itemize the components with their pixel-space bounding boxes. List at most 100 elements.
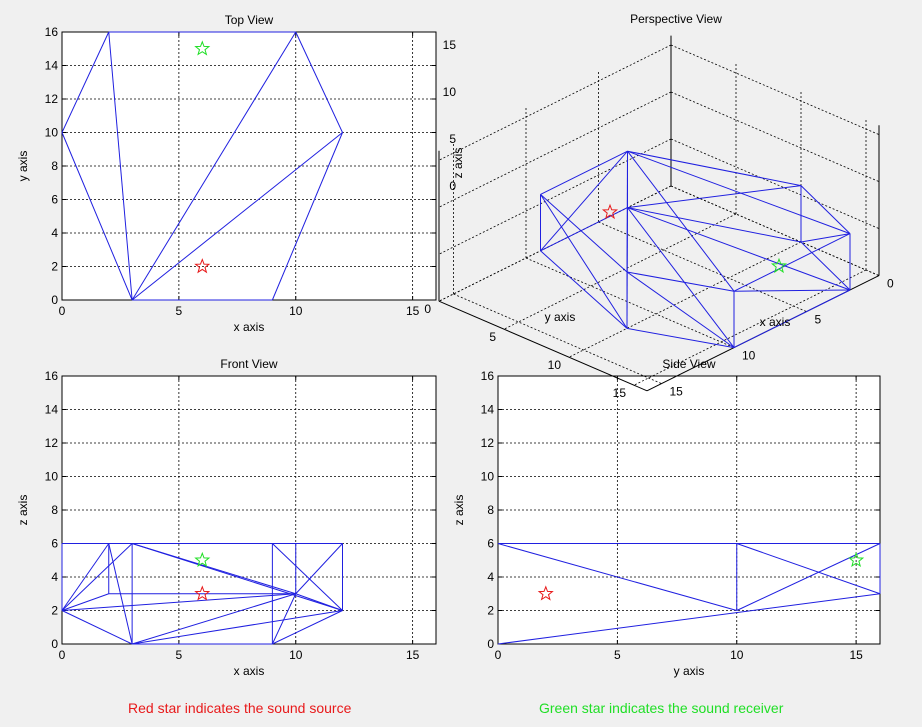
perspective-room-edge: [627, 150, 802, 187]
side-view-tick-label-y: 12: [481, 436, 495, 450]
top-view-tick-label-y: 0: [51, 293, 58, 307]
side-view-tick-label-y: 8: [487, 503, 494, 517]
front-view-tick-label-y: 0: [51, 637, 58, 651]
perspective-axis-edge: [438, 300, 648, 392]
front-view-tick-label-x: 0: [59, 648, 66, 662]
source-caption: Red star indicates the sound source: [128, 700, 352, 716]
front-view-room-edge: [271, 593, 297, 645]
front-view-tick-label-x: 10: [289, 648, 303, 662]
side-view-room-edge: [497, 593, 881, 645]
perspective-tick-label-y: 15: [613, 386, 627, 400]
perspective-room-edge: [800, 233, 851, 243]
perspective-room-edge: [540, 194, 628, 329]
perspective-room-edge: [733, 289, 851, 349]
front-view-tick-label-y: 16: [45, 369, 59, 383]
perspective-tick-label-x: 0: [887, 277, 894, 291]
figure: 0 5 10 15 0 2 4 6 8 10 12 14 16 Top View x axis y axis 0…: [16, 12, 894, 678]
side-view-tick-label-x: 5: [614, 648, 621, 662]
perspective-ylabel: y axis: [545, 310, 576, 324]
top-view-room-edge: [61, 31, 110, 133]
side-view-tick-label-y: 0: [487, 637, 494, 651]
front-view-title: Front View: [220, 357, 277, 371]
perspective-room-edge: [626, 271, 735, 349]
front-view-tick-label-y: 10: [45, 470, 59, 484]
receiver-star-marker: [848, 551, 865, 568]
front-view-room-edge: [61, 543, 133, 611]
perspective-tick-label-y: 5: [489, 330, 496, 344]
perspective-room-edge: [800, 241, 851, 291]
perspective-room-edge: [627, 207, 851, 291]
side-view-tick-label-y: 10: [481, 470, 495, 484]
front-view-tick-label-y: 12: [45, 436, 59, 450]
top-view-room-edge: [108, 31, 133, 301]
top-view-tick-label-x: 15: [406, 304, 420, 318]
perspective-tick-label-z: 0: [449, 179, 456, 193]
perspective-gridline: [670, 185, 880, 276]
front-view-room-edge: [295, 593, 343, 611]
top-view-room-edge: [295, 31, 343, 133]
front-view-tick-label-x: 5: [176, 648, 183, 662]
source-star-marker: [194, 258, 211, 274]
perspective-room-edge: [800, 185, 851, 234]
top-view-tick-label-x: 5: [176, 304, 183, 318]
top-view-ylabel: y axis: [16, 151, 30, 182]
perspective-room-edge: [626, 271, 735, 292]
top-view-tick-label-y: 4: [51, 226, 58, 240]
perspective-tick-label-x: 10: [742, 349, 756, 363]
perspective-gridline: [598, 221, 807, 312]
side-view-room-edge: [497, 543, 737, 611]
front-view-room-edge: [272, 610, 343, 645]
top-view-tick-label-x: 10: [289, 304, 303, 318]
perspective-room-edge: [733, 289, 851, 292]
perspective-room-edge: [627, 150, 735, 292]
front-view-tick-label-y: 2: [51, 604, 58, 618]
side-view-tick-label-y: 4: [487, 570, 494, 584]
perspective-gridline: [633, 269, 867, 386]
front-view-room-edge: [295, 543, 343, 595]
top-view-tick-label-y: 12: [45, 92, 59, 106]
perspective-zlabel: z axis: [451, 148, 465, 179]
perspective-room-edge: [733, 233, 851, 292]
front-view-room-edge: [61, 593, 296, 611]
front-view-room-edge: [272, 543, 343, 611]
side-view-ylabel: z axis: [452, 495, 466, 526]
perspective-tick-label-z: 5: [449, 132, 456, 146]
perspective-room-edge: [627, 207, 735, 348]
front-view-room-edge: [61, 593, 109, 611]
side-view-room-edge: [736, 543, 881, 595]
side-view-tick-label-x: 10: [730, 648, 744, 662]
perspective-gridline: [525, 257, 735, 348]
receiver-star-marker: [194, 551, 211, 568]
side-view-tick-label-y: 2: [487, 604, 494, 618]
perspective-tick-label-x: 15: [670, 385, 684, 399]
perspective-room-edge: [540, 194, 628, 273]
front-view-tick-label-y: 6: [51, 537, 58, 551]
perspective-gridline: [438, 44, 672, 161]
perspective-gridline: [568, 241, 802, 358]
receiver-star-marker: [194, 40, 211, 56]
top-view-tick-label-x: 0: [59, 304, 66, 318]
perspective-gridline: [503, 213, 737, 330]
top-view-room-edge: [61, 132, 133, 301]
perspective-gridline: [438, 138, 672, 255]
source-star-marker: [601, 203, 619, 220]
front-view-room-edge: [131, 593, 296, 645]
front-view-tick-label-y: 8: [51, 503, 58, 517]
perspective-room-edge: [540, 250, 628, 329]
top-view-title: Top View: [225, 13, 274, 27]
front-view-tick-label-x: 15: [406, 648, 420, 662]
receiver-caption: Green star indicates the sound receiver: [539, 700, 784, 716]
top-view-room-edge: [271, 132, 343, 301]
side-view-tick-label-y: 6: [487, 537, 494, 551]
front-view-room-edge: [131, 543, 343, 611]
perspective-xlabel: x axis: [760, 315, 791, 329]
top-view-room-edge: [131, 132, 343, 301]
perspective-gridline: [670, 91, 880, 182]
top-view-room-edge: [131, 31, 297, 301]
perspective-tick-label-x: 5: [815, 313, 822, 327]
side-view-tick-label-y: 14: [481, 403, 495, 417]
front-view-room-edge: [132, 610, 343, 645]
top-view-tick-label-y: 16: [45, 25, 59, 39]
front-view-tick-label-y: 4: [51, 570, 58, 584]
perspective-tick-label-z: 15: [443, 38, 457, 52]
